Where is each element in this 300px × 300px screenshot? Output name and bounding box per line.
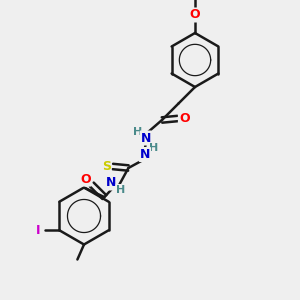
Text: N: N xyxy=(141,131,151,145)
Text: O: O xyxy=(80,172,91,186)
Text: H: H xyxy=(149,143,158,153)
Text: H: H xyxy=(134,127,142,137)
Text: N: N xyxy=(106,176,116,190)
Text: O: O xyxy=(179,112,190,125)
Text: O: O xyxy=(190,8,200,22)
Text: H: H xyxy=(116,185,125,195)
Text: I: I xyxy=(35,224,40,237)
Text: S: S xyxy=(102,160,111,173)
Text: N: N xyxy=(140,148,150,161)
